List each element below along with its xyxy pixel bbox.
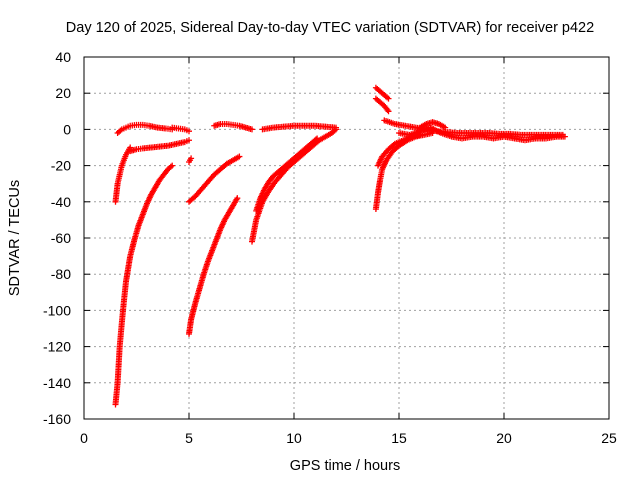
y-tick-label: -160 (43, 411, 71, 427)
data-point (249, 126, 255, 133)
x-tick-label: 20 (496, 430, 512, 446)
y-tick-label: 20 (55, 85, 71, 101)
data-point (186, 137, 192, 144)
data-points (112, 84, 568, 408)
y-axis: -160 -140 -120 -100 -80 -60 -40 -20 0 20 40 (43, 49, 609, 427)
series-arc-17 (417, 119, 449, 131)
x-tick-label: 0 (80, 430, 88, 446)
data-point (442, 124, 449, 131)
y-tick-label: -60 (51, 230, 71, 246)
x-tick-label: 15 (391, 430, 407, 446)
data-point (385, 108, 392, 115)
x-tick-label: 10 (286, 430, 302, 446)
series-arc-5 (186, 195, 241, 337)
grid (84, 57, 609, 419)
x-axis-title: GPS time / hours (290, 458, 400, 474)
data-point (236, 153, 243, 160)
series-arc-10 (259, 122, 339, 133)
y-tick-label: -100 (43, 302, 71, 318)
data-point (333, 124, 339, 131)
series-arc-4 (186, 153, 243, 205)
series-arc-6 (186, 155, 195, 165)
series-arc-7 (211, 120, 255, 133)
y-tick-label: -40 (51, 194, 71, 210)
x-tick-label: 25 (601, 430, 617, 446)
data-point (169, 162, 176, 169)
series-arc-9 (253, 135, 321, 214)
series-arc-1c (169, 124, 192, 135)
data-point (188, 155, 195, 162)
y-tick-label: -120 (43, 339, 71, 355)
series-arc-11 (372, 84, 392, 102)
series-arc-3 (127, 137, 192, 155)
y-tick-label: -140 (43, 375, 71, 391)
y-tick-label: -20 (51, 158, 71, 174)
series-arc-1b (114, 121, 176, 137)
y-tick-label: 0 (63, 121, 71, 137)
series-arc-2 (112, 162, 176, 408)
data-point (385, 95, 392, 102)
y-tick-label: -80 (51, 266, 71, 282)
chart-title: Day 120 of 2025, Sidereal Day-to-day VTE… (66, 20, 594, 36)
data-point (186, 128, 192, 135)
series-arc-12 (372, 95, 392, 115)
y-axis-title: SDTVAR / TECUs (7, 180, 23, 296)
x-axis: 0 5 10 15 20 25 (80, 57, 617, 446)
data-point (561, 133, 568, 140)
data-point (312, 136, 319, 143)
data-point (234, 195, 241, 202)
data-point (314, 135, 321, 142)
y-tick-label: 40 (55, 49, 71, 65)
series-arc-1a (112, 144, 134, 205)
series-arc-8 (249, 126, 339, 245)
x-tick-label: 5 (185, 430, 193, 446)
